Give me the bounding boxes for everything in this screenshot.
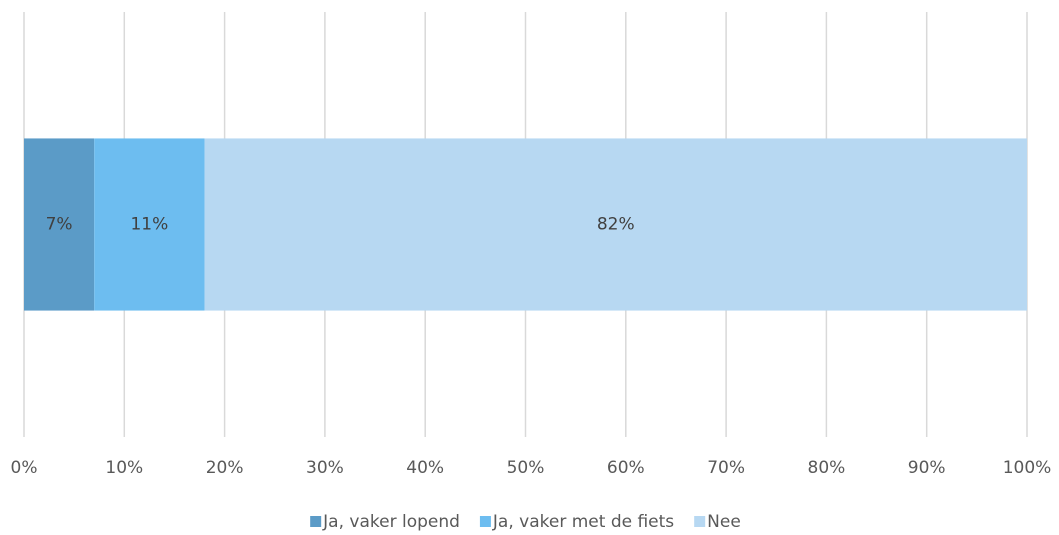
x-tick-label: 0%: [11, 458, 38, 478]
x-tick-label: 60%: [607, 458, 645, 478]
legend-swatch: [310, 516, 322, 527]
data-label: 7%: [46, 215, 73, 235]
x-tick-label: 100%: [1003, 458, 1052, 478]
bar-segment: [94, 138, 205, 311]
legend-swatch: [694, 516, 706, 527]
x-tick-label: 40%: [406, 458, 444, 478]
x-tick-label: 70%: [707, 458, 745, 478]
x-tick-label: 10%: [105, 458, 143, 478]
x-tick-label: 80%: [808, 458, 846, 478]
legend-label: Ja, vaker lopend: [322, 512, 460, 532]
data-label: 11%: [130, 215, 168, 235]
legend-swatch: [479, 516, 491, 527]
bar-segment: [24, 138, 95, 311]
bar-segment: [204, 138, 1028, 311]
x-tick-label: 20%: [206, 458, 244, 478]
x-tick-label: 90%: [908, 458, 946, 478]
x-tick-label: 30%: [306, 458, 344, 478]
data-label: 82%: [597, 215, 635, 235]
x-tick-label: 50%: [507, 458, 545, 478]
legend-label: Nee: [707, 512, 741, 532]
legend-label: Ja, vaker met de fiets: [492, 512, 674, 532]
